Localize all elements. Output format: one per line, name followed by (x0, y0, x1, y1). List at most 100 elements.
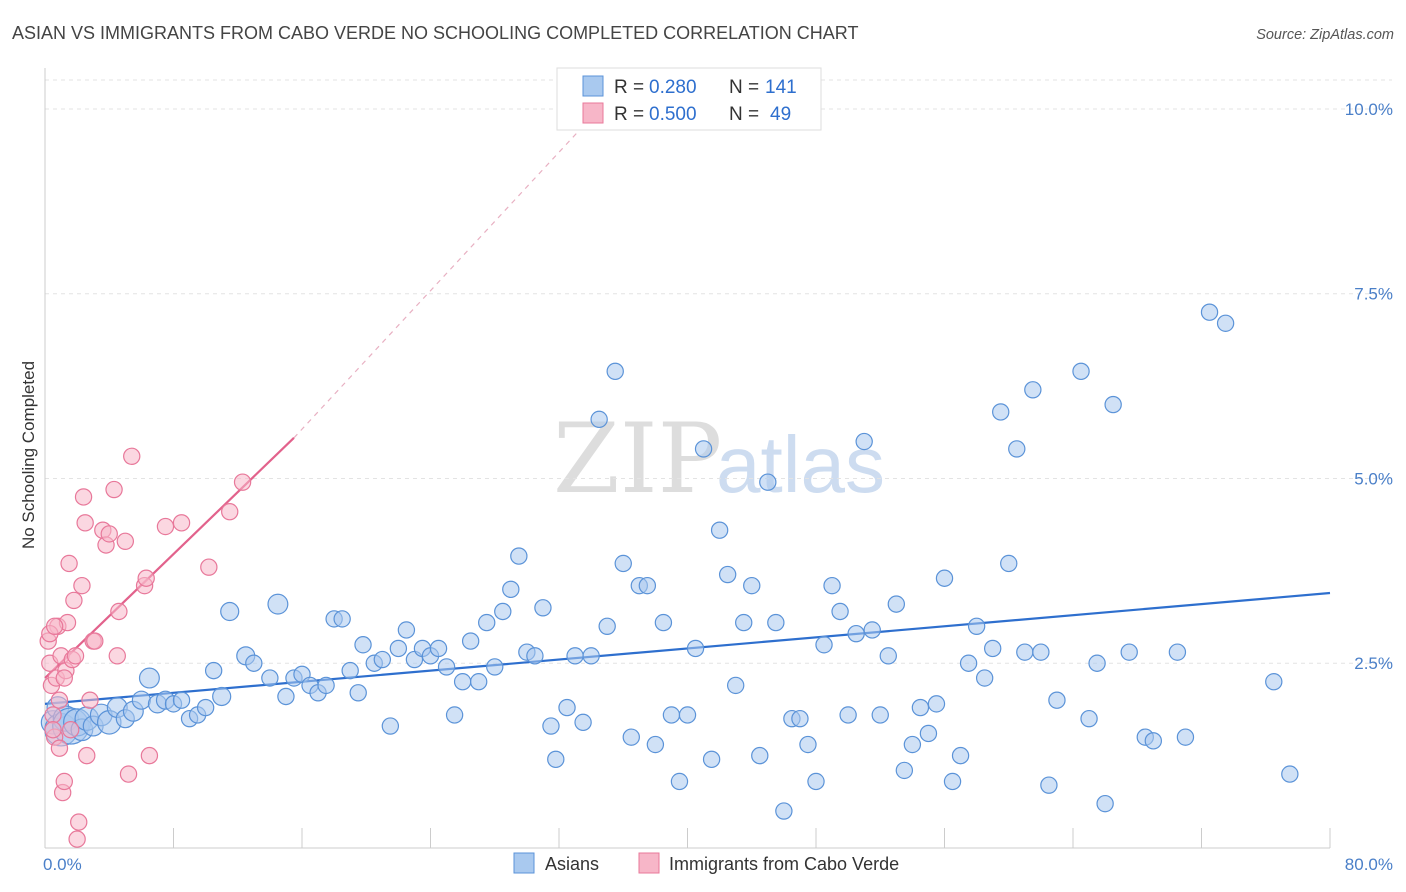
legend-n-value-2: 49 (770, 104, 791, 125)
cabo-verde-point (55, 772, 73, 791)
asians-point (1024, 381, 1042, 399)
asians-point (261, 669, 279, 687)
asians-point (534, 599, 552, 617)
asians-point (558, 698, 576, 717)
cabo-verde-point (68, 830, 86, 848)
asians-point (1008, 440, 1026, 458)
asians-point (429, 639, 448, 658)
asians-point (526, 647, 544, 665)
asians-point (959, 654, 978, 672)
legend-r-label-2: R = (614, 104, 644, 125)
asians-point (622, 728, 640, 746)
asians-point (743, 576, 761, 595)
asians-point (903, 735, 922, 754)
asians-point (927, 695, 946, 713)
asians-point (494, 602, 512, 621)
cabo-verde-point (200, 558, 218, 576)
y-tick-label: 10.0% (1345, 100, 1393, 119)
asians-point (662, 706, 681, 724)
asians-point (975, 669, 994, 687)
asians-point (1088, 654, 1106, 672)
asians-point (726, 676, 745, 695)
asians-point (1144, 732, 1163, 750)
asians-point (461, 632, 480, 650)
asians-point (775, 802, 793, 820)
asians-point (478, 613, 496, 632)
asians-point (815, 636, 833, 654)
asians-point (1000, 554, 1018, 573)
asians-point (638, 576, 657, 595)
cabo-verde-point (123, 447, 141, 466)
asians-point (547, 750, 565, 769)
asians-point (389, 639, 408, 658)
cabo-verde-point (76, 514, 94, 532)
asians-point (267, 593, 289, 615)
asians-point (1281, 765, 1299, 783)
asians-point (670, 772, 689, 791)
asians-point (277, 687, 295, 706)
asians-point (983, 639, 1002, 658)
asians-point (823, 576, 841, 595)
cabo-verde-point (110, 602, 128, 621)
cabo-verde-point (74, 488, 93, 506)
asians-point (542, 717, 560, 735)
asians-point (598, 617, 616, 635)
asians-point (702, 750, 721, 769)
series-legend: Asians Immigrants from Cabo Verde (513, 852, 899, 874)
cabo-verde-point (70, 813, 88, 831)
asians-point (614, 554, 632, 573)
cabo-verde-point (137, 569, 155, 587)
asians-point (590, 410, 608, 429)
asians-point (196, 698, 215, 717)
cabo-verde-point (66, 647, 85, 665)
legend-r-value-1: 0.280 (649, 77, 697, 98)
cabo-verde-points (39, 447, 252, 848)
asians-point (935, 569, 954, 587)
cabo-verde-point (45, 617, 64, 635)
cabo-verde-point (44, 721, 62, 739)
asians-point (943, 772, 962, 791)
asians-point (486, 658, 504, 676)
asians-point (1120, 643, 1138, 661)
asians-point (204, 661, 223, 680)
asians-point (895, 761, 914, 780)
cabo-verde-point (172, 514, 191, 532)
asians-point (502, 580, 520, 599)
asians-point (1200, 303, 1219, 321)
cabo-verde-point (233, 473, 252, 491)
cabo-verde-point (116, 532, 135, 550)
legend-r-label-1: R = (614, 77, 644, 98)
asians-point (855, 432, 873, 451)
cabo-verde-point (50, 739, 69, 757)
asians-point (847, 624, 865, 643)
cabo-verde-point (78, 746, 96, 765)
cabo-verde-point (108, 647, 126, 665)
asians-point (349, 684, 367, 702)
asians-point (1168, 643, 1187, 661)
asians-point (566, 647, 584, 665)
cabo-verde-point (61, 721, 80, 739)
asians-point (879, 647, 897, 665)
x-tick-label-min: 0.0% (43, 855, 82, 874)
y-tick-label: 7.5% (1354, 285, 1393, 304)
cabo-verde-point (221, 503, 239, 521)
asians-point (1176, 728, 1195, 746)
asians-point (354, 636, 372, 654)
chart-title: ASIAN VS IMMIGRANTS FROM CABO VERDE NO S… (12, 23, 858, 43)
asians-point (951, 746, 970, 765)
asians-point (967, 617, 986, 635)
bottom-legend-asians: Asians (545, 854, 599, 874)
asians-point (1040, 776, 1058, 794)
asians-point (138, 667, 160, 689)
asians-point (831, 602, 849, 621)
bottom-legend-swatch-asians (513, 852, 535, 874)
legend-n-label-2: N = (729, 104, 759, 125)
cabo-verde-point (60, 554, 78, 573)
asians-point (678, 706, 697, 724)
asians-point (437, 658, 456, 676)
asians-point (469, 673, 488, 691)
asians-point (919, 724, 938, 743)
asians-point (220, 601, 240, 622)
asians-point (1048, 691, 1066, 709)
asians-point (333, 610, 351, 628)
